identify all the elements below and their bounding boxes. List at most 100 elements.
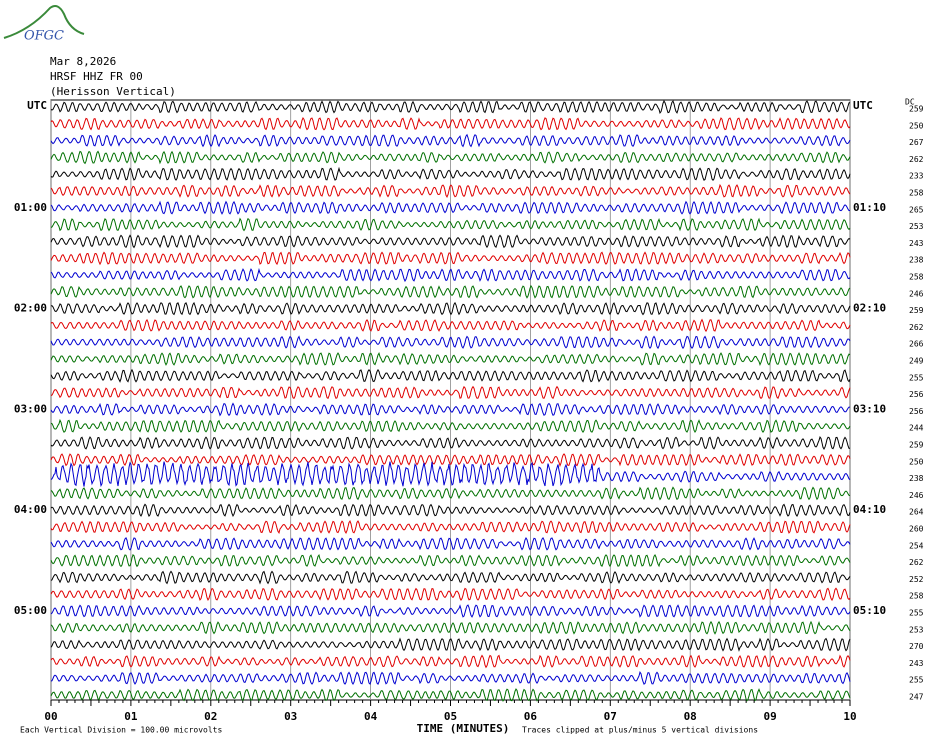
trace bbox=[50, 520, 851, 534]
x-tick-label: 02 bbox=[204, 710, 217, 723]
dc-value: 258 bbox=[909, 189, 924, 198]
trace bbox=[50, 200, 851, 215]
right-label: UTC bbox=[853, 99, 873, 112]
trace bbox=[50, 620, 851, 635]
trace bbox=[50, 637, 851, 652]
left-label: 01:00 bbox=[14, 201, 47, 214]
dc-value: 243 bbox=[909, 659, 924, 668]
dc-value: 243 bbox=[909, 239, 924, 248]
dc-value: 244 bbox=[909, 424, 924, 433]
dc-value: 250 bbox=[909, 457, 924, 466]
clip-note: Traces clipped at plus/minus 5 vertical … bbox=[522, 726, 758, 735]
trace bbox=[50, 486, 851, 501]
trace bbox=[50, 503, 851, 517]
trace bbox=[50, 318, 851, 333]
dc-value: 233 bbox=[909, 172, 924, 181]
dc-value: 253 bbox=[909, 222, 924, 231]
dc-value: 255 bbox=[909, 676, 924, 685]
x-tick-label: 05 bbox=[444, 710, 457, 723]
dc-value: 262 bbox=[909, 323, 924, 332]
dc-value: 262 bbox=[909, 155, 924, 164]
dc-value: 253 bbox=[909, 625, 924, 634]
right-label: 04:10 bbox=[853, 503, 886, 516]
x-tick-label: 00 bbox=[44, 710, 57, 723]
dc-value: 265 bbox=[909, 205, 924, 214]
dc-value: 266 bbox=[909, 340, 924, 349]
dc-value: 256 bbox=[909, 390, 924, 399]
location: (Herisson Vertical) bbox=[50, 85, 176, 98]
dc-value: 259 bbox=[909, 306, 924, 315]
dc-value: 260 bbox=[909, 525, 924, 534]
trace bbox=[50, 368, 851, 383]
dc-value: 246 bbox=[909, 491, 924, 500]
dc-value: 246 bbox=[909, 289, 924, 298]
trace bbox=[50, 352, 851, 366]
logo-curve bbox=[3, 5, 85, 39]
trace bbox=[50, 670, 851, 685]
trace bbox=[50, 267, 851, 283]
dc-value: 256 bbox=[909, 407, 924, 416]
dc-value: 258 bbox=[909, 273, 924, 282]
x-tick-label: 09 bbox=[763, 710, 776, 723]
trace bbox=[50, 570, 851, 585]
date: Mar 8,2026 bbox=[50, 55, 116, 68]
trace bbox=[50, 587, 851, 602]
right-label: 02:10 bbox=[853, 302, 886, 315]
dc-value: 252 bbox=[909, 575, 924, 584]
x-tick-label: 03 bbox=[284, 710, 297, 723]
right-label: 05:10 bbox=[853, 604, 886, 617]
dc-value: 259 bbox=[909, 105, 924, 114]
dc-value: 249 bbox=[909, 357, 924, 366]
trace bbox=[50, 604, 851, 618]
dc-value: 255 bbox=[909, 609, 924, 618]
trace bbox=[50, 150, 851, 165]
trace bbox=[50, 284, 851, 299]
trace bbox=[50, 385, 851, 400]
trace bbox=[50, 436, 851, 451]
trace bbox=[50, 536, 851, 551]
trace bbox=[50, 461, 851, 488]
dc-value: 262 bbox=[909, 558, 924, 567]
left-label: 05:00 bbox=[14, 604, 47, 617]
left-label: 04:00 bbox=[14, 503, 47, 516]
trace bbox=[50, 418, 851, 434]
station: HRSF HHZ FR 00 bbox=[50, 70, 143, 83]
dc-value: 270 bbox=[909, 642, 924, 651]
left-label: UTC bbox=[27, 99, 47, 112]
x-tick-label: 10 bbox=[843, 710, 856, 723]
trace bbox=[50, 217, 851, 232]
dc-value: 258 bbox=[909, 592, 924, 601]
x-tick-label: 01 bbox=[124, 710, 138, 723]
trace bbox=[50, 100, 851, 114]
trace bbox=[50, 453, 851, 468]
left-label: 02:00 bbox=[14, 302, 47, 315]
dc-value: 254 bbox=[909, 541, 924, 550]
dc-value: 267 bbox=[909, 138, 924, 147]
scale-note: Each Vertical Division = 100.00 microvol… bbox=[20, 726, 222, 735]
logo: OFGC bbox=[24, 29, 64, 44]
x-tick-label: 04 bbox=[364, 710, 378, 723]
dc-value: 264 bbox=[909, 508, 924, 517]
x-tick-label: 06 bbox=[524, 710, 538, 723]
trace bbox=[50, 402, 850, 417]
trace bbox=[50, 335, 851, 350]
dc-value: 238 bbox=[909, 474, 924, 483]
trace bbox=[50, 133, 851, 148]
dc-header: DC bbox=[905, 98, 915, 107]
dc-value: 255 bbox=[909, 373, 924, 382]
left-label: 03:00 bbox=[14, 402, 47, 415]
dc-value: 238 bbox=[909, 256, 924, 265]
x-tick-label: 08 bbox=[684, 710, 697, 723]
dc-value: 250 bbox=[909, 121, 924, 130]
dc-value: 259 bbox=[909, 441, 924, 450]
trace bbox=[50, 688, 851, 702]
trace bbox=[50, 654, 851, 669]
trace bbox=[50, 301, 851, 316]
trace bbox=[50, 166, 851, 181]
trace bbox=[50, 251, 851, 266]
trace bbox=[50, 553, 851, 568]
x-axis-label: TIME (MINUTES) bbox=[417, 722, 510, 735]
trace bbox=[50, 234, 851, 249]
x-tick-label: 07 bbox=[604, 710, 617, 723]
